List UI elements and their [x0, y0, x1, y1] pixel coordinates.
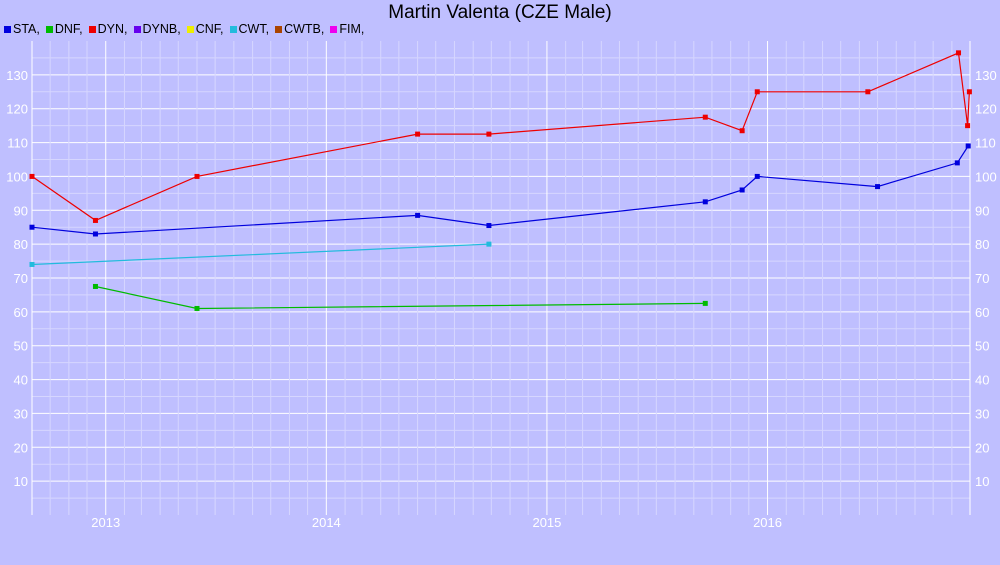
series-line-cwt: [31, 243, 489, 266]
y-tick-label-right: 100: [975, 169, 997, 184]
y-tick-label-right: 110: [975, 136, 996, 151]
y-tick-label-left: 100: [6, 169, 28, 184]
data-point-sta: [965, 143, 971, 149]
legend: STA, DNF, DYN, DYNB, CNF, CWT, CWTB, FIM,: [4, 21, 370, 37]
legend-label: DNF,: [54, 22, 83, 36]
y-tick-label-right: 80: [975, 237, 989, 252]
y-tick-label-left: 80: [14, 237, 28, 252]
y-tick-label-right: 50: [975, 339, 989, 354]
legend-swatch: [186, 25, 194, 33]
legend-swatch: [88, 25, 96, 33]
data-point-dyn: [415, 131, 421, 137]
legend-swatch: [45, 25, 53, 33]
legend-item: CWT,: [229, 22, 270, 36]
data-point-dyn: [92, 217, 98, 223]
data-point-cwt: [486, 241, 492, 247]
legend-label: FIM,: [339, 22, 365, 36]
y-tick-label-right: 40: [975, 373, 989, 388]
legend-label: STA,: [13, 22, 40, 36]
y-tick-label-left: 120: [6, 102, 28, 117]
data-point-sta: [415, 212, 421, 218]
y-tick-label-left: 60: [14, 305, 28, 320]
legend-label: DYNB,: [142, 22, 181, 36]
data-point-dyn: [739, 128, 745, 134]
legend-label: CNF,: [195, 22, 224, 36]
x-tick-label: 2014: [312, 515, 341, 530]
x-tick-label: 2013: [91, 515, 120, 530]
data-point-sta: [754, 173, 760, 179]
y-tick-label-left: 40: [14, 373, 28, 388]
legend-item: STA,: [4, 22, 40, 36]
legend-swatch: [275, 25, 283, 33]
legend-swatch: [229, 25, 237, 33]
legend-item: DNF,: [45, 22, 83, 36]
data-point-sta: [875, 184, 881, 190]
y-tick-label-right: 30: [975, 406, 989, 421]
data-point-dyn: [956, 50, 962, 56]
series-line-sta: [31, 145, 969, 235]
data-point-sta: [92, 231, 98, 237]
y-tick-label-right: 70: [975, 271, 989, 286]
data-point-dnf: [194, 305, 200, 311]
y-tick-label-right: 20: [975, 440, 989, 455]
legend-item: CWTB,: [275, 22, 324, 36]
legend-item: CNF,: [186, 22, 224, 36]
legend-item: DYN,: [88, 22, 128, 36]
data-point-dyn: [865, 89, 871, 95]
y-tick-label-left: 50: [14, 339, 28, 354]
y-tick-label-left: 20: [14, 440, 28, 455]
legend-label: DYN,: [97, 22, 128, 36]
data-point-sta: [739, 187, 745, 193]
series-line-dnf: [95, 285, 706, 310]
y-tick-label-left: 130: [6, 68, 28, 83]
data-point-sta: [486, 223, 492, 229]
y-tick-label-left: 70: [14, 271, 28, 286]
y-tick-label-right: 130: [975, 68, 997, 83]
y-tick-label-right: 10: [975, 474, 989, 489]
data-point-dyn: [194, 173, 200, 179]
x-tick-label: 2015: [532, 515, 561, 530]
data-point-dnf: [92, 283, 98, 289]
y-tick-label-right: 60: [975, 305, 989, 320]
y-tick-label-left: 90: [14, 203, 28, 218]
data-point-cwt: [29, 261, 35, 267]
data-point-dyn: [702, 114, 708, 120]
y-tick-label-right: 120: [975, 102, 997, 117]
legend-swatch: [330, 25, 338, 33]
data-point-dyn: [754, 89, 760, 95]
chart-title: Martin Valenta (CZE Male): [388, 2, 612, 23]
data-point-sta: [29, 224, 35, 230]
y-tick-label-left: 30: [14, 406, 28, 421]
series-line-dyn: [31, 52, 970, 222]
x-tick-label: 2016: [753, 515, 782, 530]
legend-swatch: [133, 25, 141, 33]
legend-item: FIM,: [330, 22, 364, 36]
data-point-dyn: [486, 131, 492, 137]
y-tick-label-left: 10: [14, 474, 28, 489]
data-point-dyn: [966, 89, 972, 95]
data-point-dyn: [29, 173, 35, 179]
data-point-dnf: [702, 300, 708, 306]
y-tick-label-right: 90: [975, 203, 989, 218]
data-point-sta: [954, 160, 960, 166]
y-tick-label-left: 110: [7, 136, 28, 151]
legend-label: CWTB,: [284, 22, 325, 36]
data-point-sta: [702, 199, 708, 205]
legend-item: DYNB,: [133, 22, 181, 36]
legend-label: CWT,: [238, 22, 270, 36]
data-point-dyn: [965, 123, 971, 129]
legend-swatch: [4, 25, 11, 33]
